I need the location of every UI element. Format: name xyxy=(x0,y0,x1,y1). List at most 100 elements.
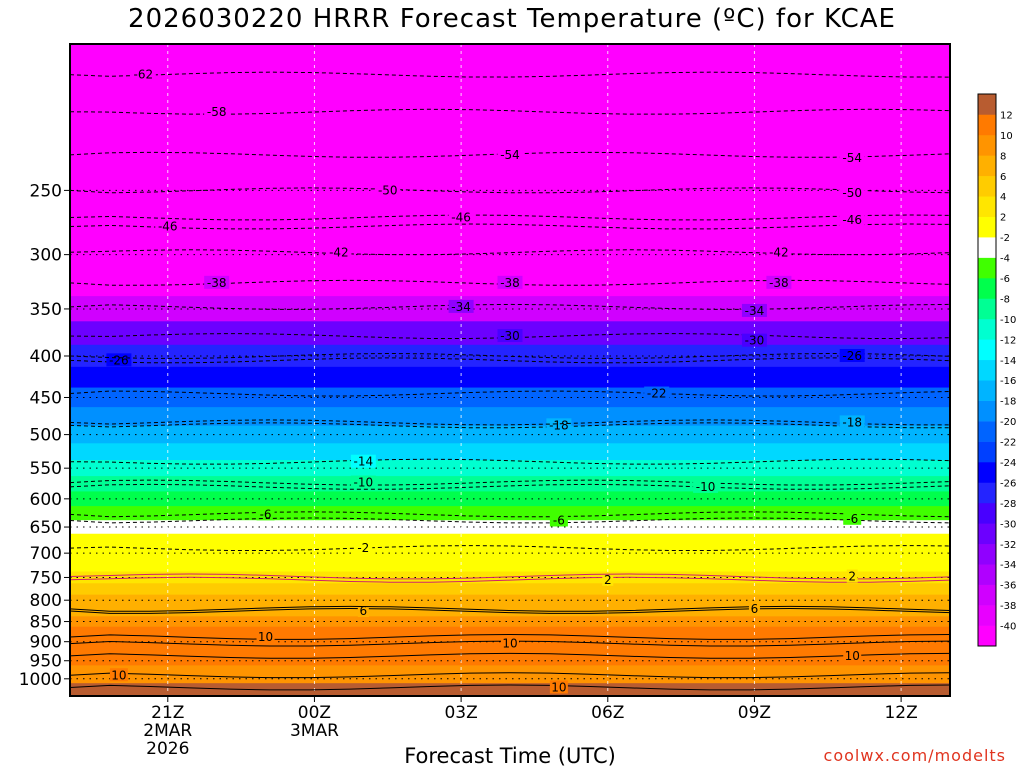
y-tick-label: 900 xyxy=(30,633,62,653)
temperature-band xyxy=(70,683,950,696)
y-tick-label: 250 xyxy=(30,181,62,201)
colorbar-swatch xyxy=(978,257,996,279)
colorbar-swatch xyxy=(978,400,996,422)
plot-frame xyxy=(69,43,951,697)
temperature-band xyxy=(70,491,950,507)
contour-label: -42 xyxy=(329,245,349,259)
contour-label: -58 xyxy=(207,105,227,119)
contour-label-bg xyxy=(357,604,369,618)
contour-label: -38 xyxy=(207,276,227,290)
y-tick-label: 450 xyxy=(30,388,62,408)
contour-label: -18 xyxy=(549,418,569,432)
contour-label-bg xyxy=(602,572,614,586)
temperature-band xyxy=(70,674,950,684)
contour-label: -34 xyxy=(451,300,471,314)
x-tick-label: 00Z xyxy=(298,703,331,723)
colorbar-label: 4 xyxy=(1000,192,1006,203)
temperature-contours: -62-58-54 -54-50 -50-46-46 -46-42 -42-38 -38-… xyxy=(70,67,950,695)
y-tick-label: 1000 xyxy=(19,670,62,690)
colorbar-swatch xyxy=(978,584,996,606)
credit-text: coolwx.com/modelts xyxy=(823,746,1006,765)
contour-label: -46 xyxy=(842,213,862,227)
colorbar-label: -6 xyxy=(1000,274,1010,285)
colorbar-swatch xyxy=(978,237,996,258)
y-tick-label: 350 xyxy=(30,300,62,320)
colorbar-label: -32 xyxy=(1000,540,1016,551)
temperature-band xyxy=(70,656,950,666)
contour-label: -50 xyxy=(842,186,862,200)
colorbar-swatch xyxy=(978,482,996,504)
y-tick-label: 550 xyxy=(30,459,62,479)
colorbar-label: 6 xyxy=(1000,172,1006,183)
colorbar-frame xyxy=(977,93,997,647)
y-tick-label: 700 xyxy=(30,544,62,564)
temperature-band xyxy=(70,533,950,548)
contour-label: -38 xyxy=(500,276,520,290)
colorbar-label: -38 xyxy=(1000,601,1016,612)
temperature-band xyxy=(70,296,950,322)
contour-label: -26 xyxy=(109,353,129,367)
x-tick-label: 03Z xyxy=(444,703,477,723)
temperature-band xyxy=(70,559,950,573)
contour-label-bg xyxy=(350,475,376,489)
contour-label-bg xyxy=(644,386,670,400)
y-tick-label: 650 xyxy=(30,518,62,538)
colorbar-label: -22 xyxy=(1000,438,1016,449)
temperature-band xyxy=(70,520,950,535)
colorbar-swatch xyxy=(978,359,996,381)
colorbar-swatch xyxy=(978,155,996,177)
colorbar-label: -2 xyxy=(1000,233,1010,244)
contour-label-bg xyxy=(448,210,474,224)
temperature-band xyxy=(70,44,950,90)
colorbar-label: -36 xyxy=(1000,581,1016,592)
x-axis-label: Forecast Time (UTC) xyxy=(404,744,616,768)
contour-label-bg xyxy=(497,147,523,161)
colorbar-swatch xyxy=(978,278,996,299)
contour-label: -30 xyxy=(745,334,765,348)
contour-line xyxy=(70,608,950,614)
colorbar-swatch xyxy=(978,339,996,361)
contour-label: -14 xyxy=(354,455,374,469)
temperature-band xyxy=(70,583,950,596)
colorbar-label: -24 xyxy=(1000,458,1016,469)
y-tick-label: 500 xyxy=(30,426,62,446)
colorbar-label: 8 xyxy=(1000,151,1006,162)
temperature-band xyxy=(70,207,950,241)
contour-label: -54 xyxy=(500,148,520,162)
contour-label-bg xyxy=(256,629,275,643)
y-axis: 2503003504004505005506006507007508008509… xyxy=(19,181,70,690)
colorbar-swatch xyxy=(978,134,996,156)
colorbar-label: -12 xyxy=(1000,335,1016,346)
colorbar-swatch xyxy=(978,380,996,401)
colorbar-swatch xyxy=(978,564,996,585)
temperature-band xyxy=(70,594,950,607)
colorbar-label: -30 xyxy=(1000,519,1016,530)
colorbar-label: -28 xyxy=(1000,499,1016,510)
x-tick-label: 21Z xyxy=(151,703,184,723)
contour-line xyxy=(70,684,950,691)
contour-label: -2 xyxy=(357,541,369,555)
contour-label-bg xyxy=(839,213,865,227)
contour-label-bg xyxy=(256,507,275,521)
colorbar-legend: -40-38-36-34-32-30-28-26-24-22-20-18-16-… xyxy=(977,93,1016,647)
colorbar-label: -14 xyxy=(1000,356,1016,367)
contour-label-bg xyxy=(109,668,128,682)
temperature-band xyxy=(70,172,950,209)
colorbar-swatch xyxy=(978,523,996,545)
contour-label: 6 xyxy=(360,604,368,618)
contour-label: -18 xyxy=(842,415,862,429)
contour-label-bg xyxy=(204,104,230,118)
contour-label: -38 xyxy=(769,276,789,290)
colorbar-label: -10 xyxy=(1000,315,1016,326)
x-tick-label: 06Z xyxy=(591,703,624,723)
colorbar-label: 2 xyxy=(1000,213,1006,224)
temperature-band xyxy=(70,646,950,657)
contour-label: -22 xyxy=(647,387,667,401)
colorbar-swatch xyxy=(978,543,996,565)
y-tick-label: 600 xyxy=(30,490,62,510)
contour-label: 10 xyxy=(111,668,126,682)
colorbar-label: 12 xyxy=(1000,110,1013,121)
temperature-band xyxy=(70,571,950,584)
colorbar-swatch xyxy=(978,114,996,136)
colorbar-label: -26 xyxy=(1000,478,1016,489)
